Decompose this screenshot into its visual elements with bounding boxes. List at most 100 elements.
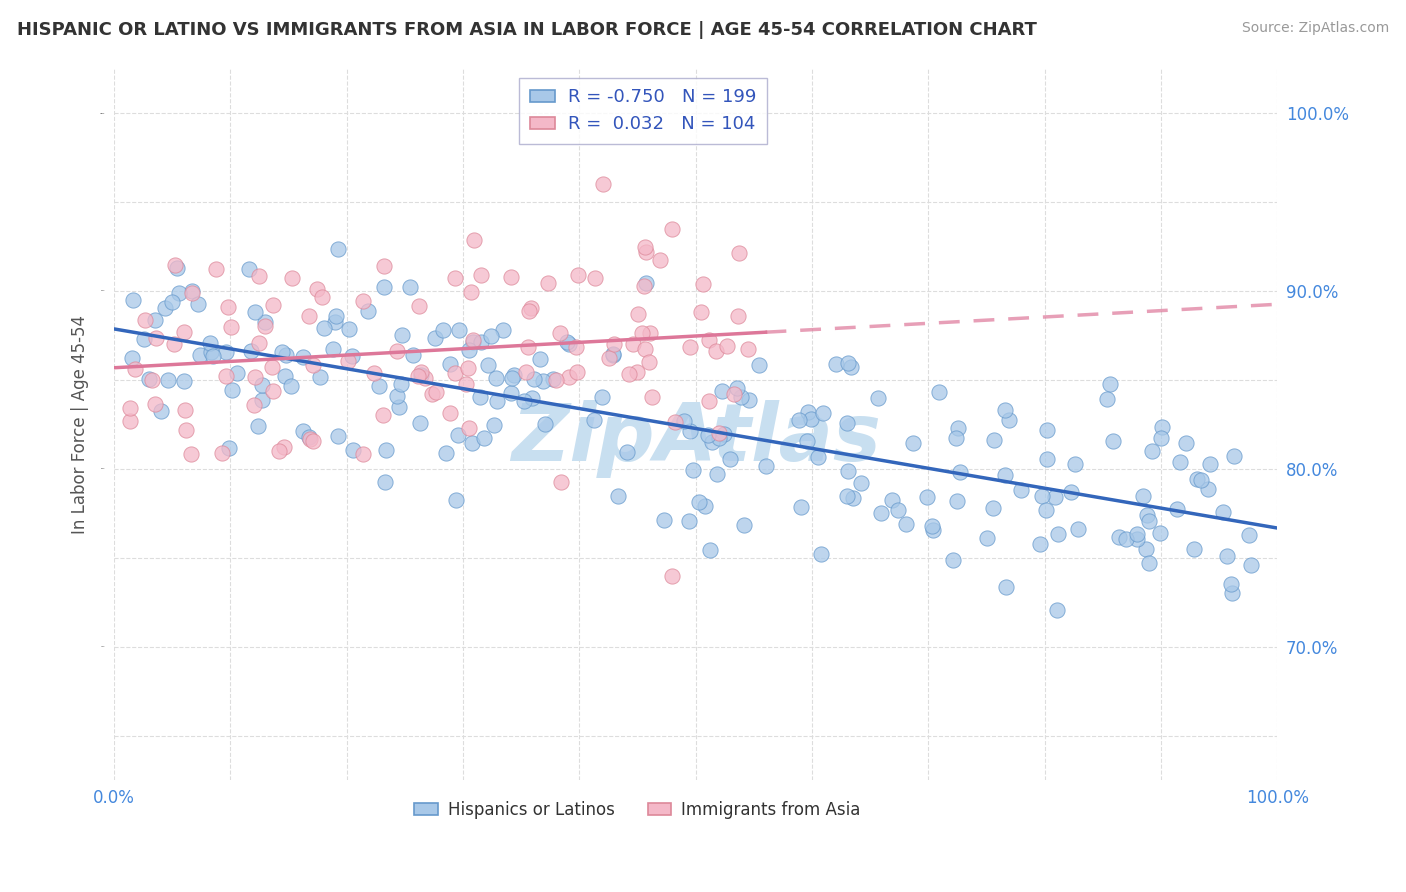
Point [928, 385, 950, 400]
Point [638, 326, 661, 340]
Point [301, 358, 323, 372]
Point [837, 356, 859, 370]
Point [565, 366, 588, 380]
Point [485, 371, 508, 385]
Point [501, 371, 523, 385]
Point [728, 246, 751, 260]
Point [813, 406, 835, 420]
Point [699, 543, 721, 558]
Point [602, 347, 624, 361]
Point [1047, 527, 1070, 541]
Point [516, 340, 538, 354]
Point [221, 383, 243, 397]
Point [461, 435, 484, 450]
Point [641, 390, 664, 404]
Point [280, 270, 302, 285]
Point [134, 332, 156, 346]
Point [718, 452, 741, 467]
Point [198, 336, 221, 351]
Point [707, 431, 730, 445]
Point [246, 418, 269, 433]
Point [1220, 585, 1243, 599]
Point [240, 343, 263, 358]
Point [238, 262, 260, 277]
Point [118, 401, 141, 415]
Point [477, 359, 499, 373]
Point [598, 351, 620, 365]
Point [839, 360, 862, 375]
Point [983, 433, 1005, 447]
Point [374, 475, 396, 489]
Point [1142, 444, 1164, 458]
Point [790, 500, 813, 514]
Point [143, 313, 166, 327]
Point [215, 368, 238, 383]
Point [713, 427, 735, 442]
Point [534, 417, 557, 432]
Point [298, 309, 321, 323]
Point [922, 523, 945, 537]
Point [616, 445, 638, 459]
Point [253, 319, 276, 334]
Point [387, 343, 409, 358]
Point [1198, 458, 1220, 472]
Point [243, 369, 266, 384]
Point [621, 337, 644, 351]
Point [1220, 576, 1243, 591]
Point [328, 429, 350, 443]
Point [1063, 457, 1085, 471]
Point [679, 424, 702, 438]
Point [851, 475, 873, 490]
Point [200, 345, 222, 359]
Point [242, 398, 264, 412]
Point [205, 261, 228, 276]
Point [555, 334, 578, 349]
Point [434, 446, 457, 460]
Point [373, 408, 395, 422]
Point [409, 416, 432, 430]
Point [692, 277, 714, 291]
Point [1240, 558, 1263, 572]
Point [1166, 502, 1188, 516]
Point [807, 450, 830, 464]
Point [302, 434, 325, 448]
Point [173, 374, 195, 388]
Point [292, 424, 315, 438]
Text: HISPANIC OR LATINO VS IMMIGRANTS FROM ASIA IN LABOR FORCE | AGE 45-54 CORRELATIO: HISPANIC OR LATINO VS IMMIGRANTS FROM AS… [17, 21, 1036, 39]
Point [141, 373, 163, 387]
Point [603, 337, 626, 351]
Point [650, 253, 672, 268]
Point [352, 447, 374, 461]
Point [1108, 530, 1130, 544]
Point [634, 240, 657, 254]
Point [1239, 528, 1261, 542]
Point [499, 385, 522, 400]
Point [439, 357, 461, 371]
Point [748, 358, 770, 372]
Point [789, 413, 811, 427]
Point [887, 503, 910, 517]
Point [373, 259, 395, 273]
Point [810, 547, 832, 561]
Point [1059, 484, 1081, 499]
Point [976, 532, 998, 546]
Point [226, 366, 249, 380]
Point [211, 446, 233, 460]
Point [1149, 525, 1171, 540]
Point [550, 475, 572, 490]
Point [1197, 483, 1219, 497]
Point [627, 307, 650, 321]
Point [425, 385, 447, 400]
Point [697, 394, 720, 409]
Point [617, 367, 640, 381]
Point [174, 403, 197, 417]
Point [243, 304, 266, 318]
Point [946, 421, 969, 435]
Point [548, 326, 571, 341]
Point [461, 334, 484, 349]
Point [367, 379, 389, 393]
Point [413, 370, 436, 384]
Point [1168, 455, 1191, 469]
Point [253, 315, 276, 329]
Point [710, 384, 733, 399]
